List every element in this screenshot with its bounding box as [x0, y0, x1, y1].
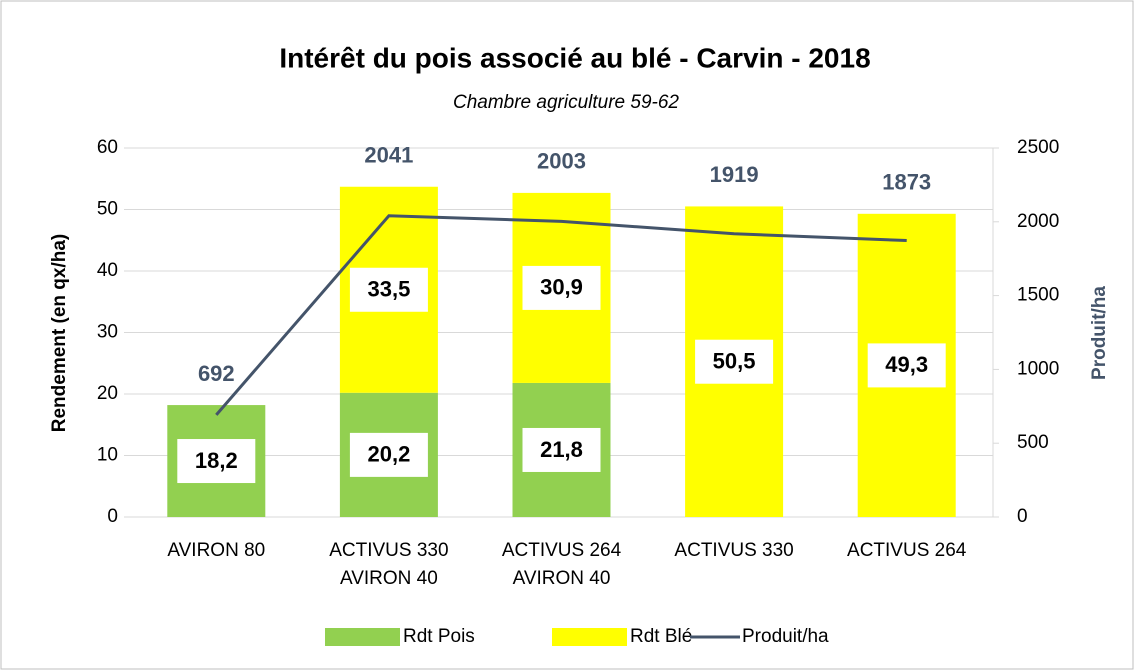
data-label: 49,3: [885, 352, 928, 377]
chart-subtitle: Chambre agriculture 59-62: [453, 92, 679, 113]
y2-tick-label: 2500: [1017, 137, 1059, 158]
x-tick-label: ACTIVUS 264: [502, 540, 622, 561]
x-tick-label: ACTIVUS 264: [847, 540, 967, 561]
y-tick-label: 0: [107, 506, 118, 527]
chart-title: Intérêt du pois associé au blé - Carvin …: [279, 42, 870, 73]
legend-label: Produit/ha: [742, 626, 829, 647]
data-label: 50,5: [713, 349, 756, 374]
data-label-box: [867, 343, 946, 388]
y-axis-title: Rendement (en qx/ha): [49, 234, 70, 432]
y-tick-label: 20: [97, 383, 118, 404]
line-data-label: 1919: [710, 162, 759, 187]
data-label-box: [349, 432, 428, 477]
y-tick-label: 50: [97, 199, 118, 220]
data-label-box: [695, 339, 774, 384]
y-tick-label: 30: [97, 322, 118, 343]
data-label-box: [177, 439, 256, 484]
x-tick-label: AVIRON 80: [167, 540, 265, 561]
x-tick-label: AVIRON 40: [340, 568, 438, 589]
y-tick-label: 10: [97, 445, 118, 466]
y2-tick-label: 2000: [1017, 211, 1059, 232]
line-data-label: 1873: [882, 170, 931, 195]
data-label: 20,2: [367, 442, 410, 467]
x-tick-label: ACTIVUS 330: [674, 540, 793, 561]
data-label: 21,8: [540, 437, 583, 462]
line-series: [215, 214, 907, 416]
y2-tick-label: 500: [1017, 432, 1049, 453]
y2-tick-label: 0: [1017, 506, 1028, 527]
y-tick-label: 40: [97, 260, 118, 281]
y2-tick-label: 1000: [1017, 358, 1059, 379]
line-data-label: 2041: [364, 143, 413, 168]
legend-label: Rdt Blé: [630, 626, 692, 647]
legend-label: Rdt Pois: [403, 626, 475, 647]
data-label-box: [522, 427, 601, 472]
x-tick-label: AVIRON 40: [513, 568, 611, 589]
line-data-label: 692: [198, 361, 235, 386]
line-data-label: 2003: [537, 149, 586, 174]
data-label: 18,2: [195, 448, 238, 473]
data-label: 33,5: [367, 277, 410, 302]
data-label-box: [522, 265, 601, 310]
legend-swatch: [552, 628, 627, 646]
legend-swatch: [325, 628, 400, 646]
y-tick-label: 60: [97, 137, 118, 158]
y2-axis-title: Produit/ha: [1089, 286, 1110, 380]
data-label: 30,9: [540, 275, 583, 300]
data-label-box: [349, 267, 428, 312]
x-tick-label: ACTIVUS 330: [329, 540, 448, 561]
y2-tick-label: 1500: [1017, 285, 1059, 306]
